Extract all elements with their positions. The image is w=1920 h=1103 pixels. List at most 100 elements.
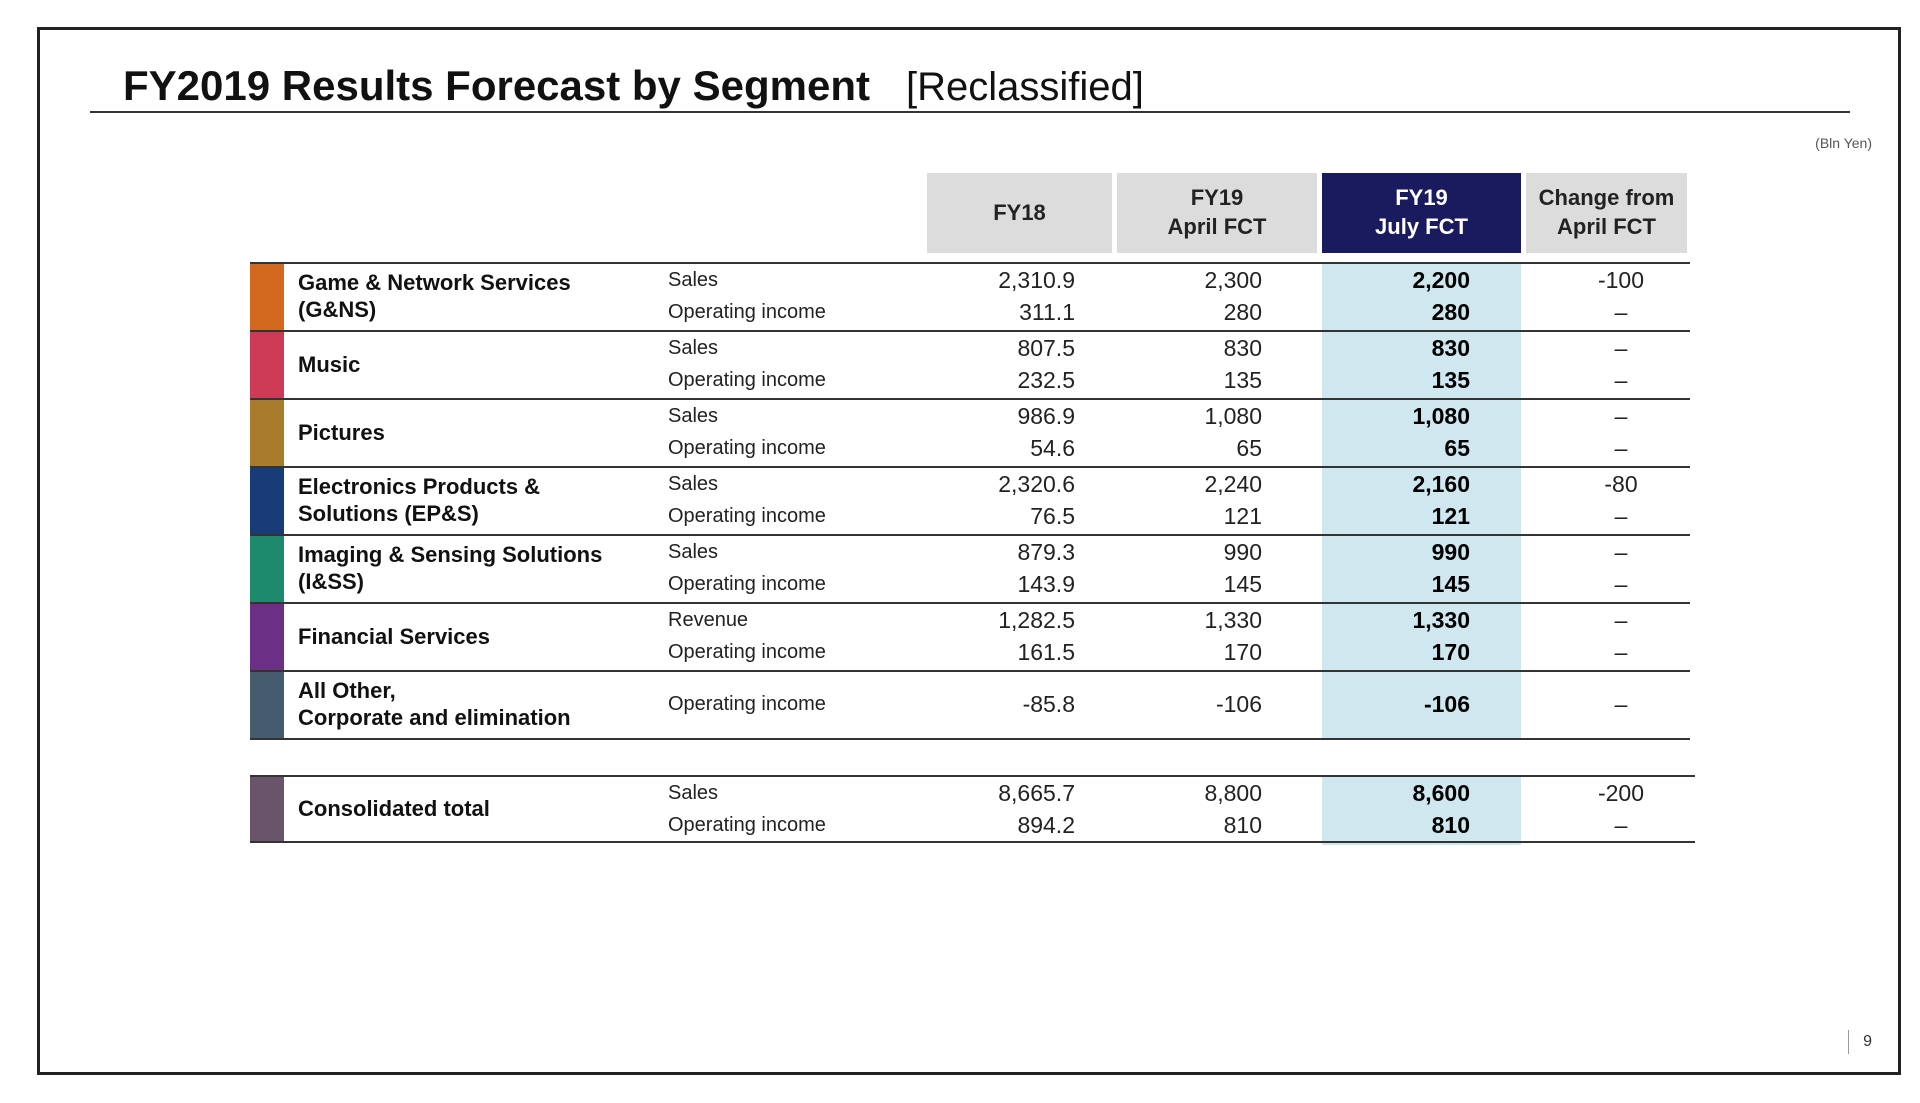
value-april: 170 <box>1223 639 1262 665</box>
metric-label: Sales <box>668 473 719 495</box>
value-change: – <box>1614 435 1628 461</box>
header-change-line1: Change from <box>1538 185 1675 211</box>
value-change: – <box>1614 607 1628 633</box>
header-fy19-april-line2: April FCT <box>1167 214 1267 239</box>
metric-label: Operating income <box>668 693 826 715</box>
value-april: 830 <box>1223 335 1262 361</box>
segment-name: Music <box>298 332 628 398</box>
value-april: 121 <box>1223 503 1262 529</box>
metric-label: Sales <box>668 337 719 359</box>
value-july: 830 <box>1431 335 1470 361</box>
value-fy18: 986.9 <box>1017 403 1075 429</box>
segment-color-bar <box>250 536 284 602</box>
table-row: Sales 807.5 830 830 – <box>250 333 1690 365</box>
value-april: 810 <box>1223 812 1262 838</box>
table-row: Operating income 143.9 145 145 – <box>250 569 1690 601</box>
value-july: 8,600 <box>1412 780 1470 806</box>
header-change: Change from April FCT <box>1526 173 1687 253</box>
metric-label: Sales <box>668 405 719 427</box>
value-change: – <box>1614 639 1628 665</box>
header-fy19-july: FY19 July FCT <box>1322 173 1521 253</box>
segment-name-line1: Imaging & Sensing Solutions <box>298 542 603 568</box>
segment-name-line2: Corporate and elimination <box>298 705 571 730</box>
unit-note: (Bln Yen) <box>1815 135 1872 151</box>
value-fy18: 232.5 <box>1017 367 1075 393</box>
value-april: 1,080 <box>1204 403 1262 429</box>
value-july: 1,330 <box>1412 607 1470 633</box>
segment-name-line1: Financial Services <box>298 623 490 649</box>
value-april: 280 <box>1223 299 1262 325</box>
table-row: Sales 2,310.9 2,300 2,200 -100 <box>250 265 1690 297</box>
metric-label: Operating income <box>668 301 826 323</box>
segment-name-line1: Electronics Products & <box>298 474 541 500</box>
title-row: FY2019 Results Forecast by Segment [Recl… <box>123 62 1144 110</box>
value-change: -80 <box>1604 471 1638 497</box>
header-fy19-april: FY19 April FCT <box>1117 173 1317 253</box>
segment-color-bar <box>250 332 284 398</box>
total-table: Consolidated total Sales 8,665.7 8,800 8… <box>250 775 1695 843</box>
table-row: Sales 986.9 1,080 1,080 – <box>250 401 1690 433</box>
segment-color-bar <box>250 400 284 466</box>
table-row: Revenue 1,282.5 1,330 1,330 – <box>250 605 1690 637</box>
header-fy19-july-line2: July FCT <box>1375 214 1468 239</box>
value-april: -106 <box>1215 691 1262 717</box>
value-july: 1,080 <box>1412 403 1470 429</box>
value-change: – <box>1614 571 1628 597</box>
value-july: 145 <box>1431 571 1470 597</box>
metric-label: Sales <box>668 269 719 291</box>
value-april: 2,240 <box>1204 471 1262 497</box>
value-april: 990 <box>1223 539 1262 565</box>
segment-name: Consolidated total <box>298 777 628 841</box>
value-july: 121 <box>1431 503 1470 529</box>
value-july: 2,160 <box>1412 471 1470 497</box>
table-row: Operating income -85.8 -106 -106 – <box>250 689 1690 721</box>
slide-frame <box>37 27 1901 1075</box>
header-fy19-april-line1: FY19 <box>1190 185 1244 211</box>
header-fy18-label: FY18 <box>993 199 1046 225</box>
value-july: 2,200 <box>1412 267 1470 293</box>
value-july: 810 <box>1431 812 1470 838</box>
value-april: 2,300 <box>1204 267 1262 293</box>
segment-table: Game & Network Services (G&NS) Sales 2,31… <box>250 262 1690 740</box>
table-row: Operating income 161.5 170 170 – <box>250 637 1690 669</box>
segment-row-iss: Imaging & Sensing Solutions (I&SS) Sales … <box>250 534 1690 602</box>
segment-name-line1: Game & Network Services <box>298 270 571 296</box>
table-row: Sales 8,665.7 8,800 8,600 -200 <box>250 778 1695 810</box>
segment-name: Imaging & Sensing Solutions (I&SS) <box>298 536 628 602</box>
segment-name: All Other, Corporate and elimination <box>298 672 628 738</box>
value-july: 135 <box>1431 367 1470 393</box>
segment-color-bar <box>250 468 284 534</box>
value-fy18: 311.1 <box>1019 299 1075 325</box>
value-july: 170 <box>1431 639 1470 665</box>
segment-color-bar <box>250 604 284 670</box>
value-fy18: 894.2 <box>1017 812 1075 838</box>
segment-name-line1: Music <box>298 351 361 377</box>
value-fy18: 807.5 <box>1017 335 1075 361</box>
segment-name-line2: Solutions (EP&S) <box>298 501 479 526</box>
value-april: 8,800 <box>1204 780 1262 806</box>
segment-row-eps: Electronics Products & Solutions (EP&S) S… <box>250 466 1690 534</box>
metric-label: Revenue <box>668 609 749 631</box>
value-fy18: 879.3 <box>1017 539 1075 565</box>
header-fy18: FY18 <box>927 173 1112 253</box>
value-change: – <box>1614 299 1628 325</box>
table-row: Sales 2,320.6 2,240 2,160 -80 <box>250 469 1690 501</box>
value-change: -100 <box>1597 267 1645 293</box>
segment-name-line2: (G&NS) <box>298 297 377 322</box>
value-change: – <box>1614 335 1628 361</box>
segment-row-all-other: All Other, Corporate and elimination Oper… <box>250 670 1690 740</box>
segment-name: Game & Network Services (G&NS) <box>298 264 628 330</box>
value-april: 145 <box>1223 571 1262 597</box>
value-change: – <box>1614 503 1628 529</box>
table-row: Operating income 311.1 280 280 – <box>250 297 1690 329</box>
value-fy18: 2,320.6 <box>998 471 1075 497</box>
page-title: FY2019 Results Forecast by Segment <box>123 62 870 109</box>
segment-color-bar <box>250 264 284 330</box>
value-july: 280 <box>1431 299 1470 325</box>
metric-label: Operating income <box>668 573 826 595</box>
segment-row-gns: Game & Network Services (G&NS) Sales 2,31… <box>250 262 1690 330</box>
page-number: 9 <box>1848 1030 1872 1054</box>
header-fy19-july-line1: FY19 <box>1395 185 1448 211</box>
metric-label: Operating income <box>668 505 826 527</box>
table-row: Operating income 894.2 810 810 – <box>250 810 1695 842</box>
